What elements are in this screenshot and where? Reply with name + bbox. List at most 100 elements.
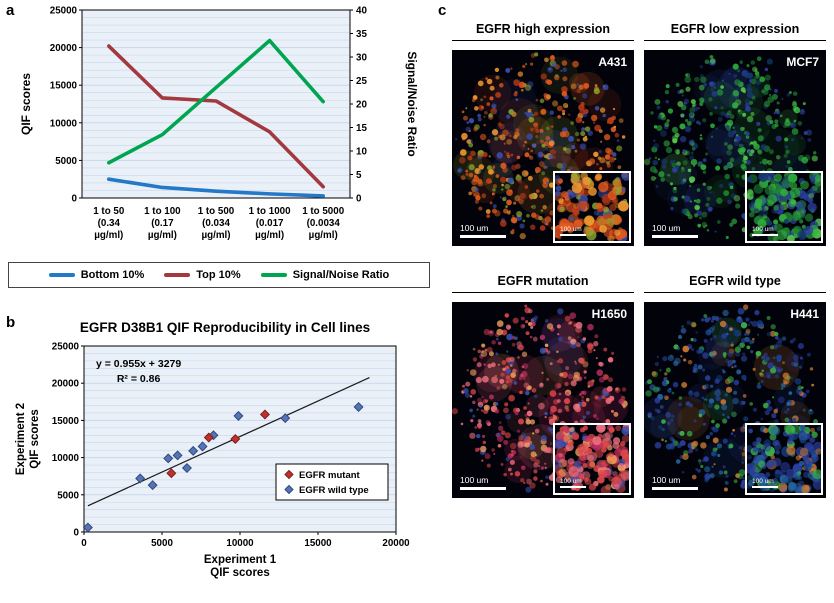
tissue-dot xyxy=(705,152,709,156)
tissue-dot xyxy=(701,459,705,463)
tissue-dot xyxy=(792,354,799,361)
tissue-dot xyxy=(663,140,670,147)
tissue-dot xyxy=(682,149,686,153)
tissue-dot xyxy=(654,408,659,412)
inset-scale-bar-label: 100 um xyxy=(560,226,582,233)
tissue-dot xyxy=(727,163,732,168)
x-axis-tick: 10000 xyxy=(226,538,254,549)
tissue-dot xyxy=(504,432,511,439)
tissue-dot xyxy=(545,222,549,226)
tissue-dot xyxy=(703,456,709,462)
tissue-dot xyxy=(477,155,482,160)
tissue-dot xyxy=(696,188,701,192)
tissue-dot xyxy=(729,113,735,120)
inset-dot xyxy=(795,201,804,209)
tissue-dot xyxy=(689,403,694,408)
tissue-dot xyxy=(781,361,785,365)
tissue-dot xyxy=(763,375,766,378)
tissue-dot xyxy=(774,123,779,128)
tissue-dot xyxy=(679,123,686,130)
tissue-dot xyxy=(611,115,617,121)
tissue-dot xyxy=(749,79,753,83)
right-axis-tick: 10 xyxy=(356,147,367,158)
tissue-dot xyxy=(722,413,725,417)
tissue-dot xyxy=(539,334,546,341)
tissue-dot xyxy=(653,143,660,149)
category-label: µg/ml) xyxy=(94,230,123,241)
inset-dot xyxy=(554,175,561,182)
tissue-dot xyxy=(569,321,573,325)
inset-dot xyxy=(608,427,615,433)
tissue-dot xyxy=(463,388,469,394)
tissue-dot xyxy=(602,84,609,91)
tissue-dot xyxy=(549,55,556,61)
tissue-dot xyxy=(653,125,658,129)
tissue-dot xyxy=(474,447,480,452)
tissue-dot xyxy=(703,338,708,343)
tissue-dot xyxy=(743,160,747,164)
tissue-dot xyxy=(715,395,721,402)
tissue-dot xyxy=(710,123,715,129)
tissue-dot xyxy=(657,114,663,120)
tissue-dot xyxy=(693,367,699,373)
tissue-dot xyxy=(649,165,657,173)
tissue-dot xyxy=(558,392,562,396)
tissue-dot xyxy=(528,308,533,314)
tissue-dot xyxy=(540,209,544,213)
series-line-bottom-10- xyxy=(107,177,326,198)
tissue-dot xyxy=(510,449,514,453)
tissue-dot xyxy=(552,100,559,107)
tissue-dot xyxy=(750,350,754,354)
inset-dot xyxy=(775,449,780,455)
tissue-dot xyxy=(480,350,488,358)
tissue-dot xyxy=(477,80,484,87)
tissue-dot xyxy=(483,363,486,366)
tissue-dot xyxy=(533,476,538,481)
tissue-dot xyxy=(494,67,500,72)
x-axis-title: QIF scores xyxy=(210,567,269,579)
inset-dot xyxy=(569,216,574,221)
tissue-dot xyxy=(745,102,750,108)
tissue-dot xyxy=(580,401,587,408)
tissue-dot xyxy=(650,111,654,115)
inset-dot xyxy=(571,432,579,440)
tissue-dot xyxy=(561,60,568,66)
tissue-dot xyxy=(556,350,559,354)
tissue-dot xyxy=(729,185,734,190)
category-label: (0.017 xyxy=(256,218,284,229)
tissue-dot xyxy=(751,167,756,171)
tissue-dot xyxy=(499,176,507,183)
left-axis-tick: 5000 xyxy=(55,156,77,167)
scatter-point xyxy=(163,453,174,464)
tissue-dot xyxy=(497,122,502,127)
tissue-dot xyxy=(774,119,779,124)
tissue-dot xyxy=(503,472,507,477)
tissue-dot xyxy=(540,466,544,470)
tissue-dot xyxy=(736,369,742,375)
tissue-dot xyxy=(523,481,526,484)
tissue-dot xyxy=(562,112,566,116)
tissue-dot xyxy=(485,420,491,425)
tissue-dot xyxy=(747,323,751,327)
tissue-dot xyxy=(601,389,608,396)
tissue-dot xyxy=(709,81,716,88)
tissue-dot xyxy=(494,408,500,414)
tissue-dot xyxy=(462,384,466,388)
scale-bar-label: 100 um xyxy=(460,223,489,233)
tissue-dot xyxy=(468,117,475,124)
tissue-blob xyxy=(498,98,541,140)
inset-dot xyxy=(555,435,560,441)
tissue-dot xyxy=(721,79,724,82)
inset-dot xyxy=(747,188,754,195)
tissue-dot xyxy=(547,426,553,432)
tissue-dot xyxy=(576,138,580,142)
regression-annotation: R² = 0.86 xyxy=(117,373,161,385)
tissue-dot xyxy=(477,419,482,423)
tissue-dot xyxy=(492,104,496,109)
tissue-dot xyxy=(525,390,530,396)
tissue-dot xyxy=(461,110,465,114)
tissue-dot xyxy=(662,356,668,362)
scatter-legend-label: EGFR wild type xyxy=(299,485,369,496)
tissue-dot xyxy=(564,147,572,154)
inset-dot xyxy=(803,225,814,236)
